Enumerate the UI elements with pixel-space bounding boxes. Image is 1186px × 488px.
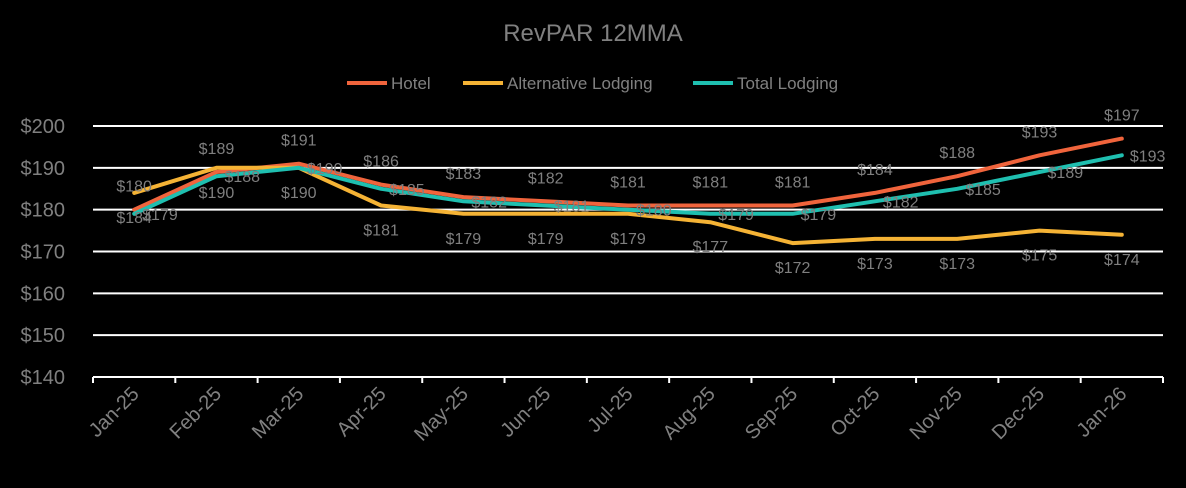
y-tick-label: $160 bbox=[21, 283, 66, 305]
data-label: $188 bbox=[224, 169, 260, 186]
legend-label: Alternative Lodging bbox=[507, 74, 653, 93]
x-tick-label: Aug-25 bbox=[659, 383, 720, 444]
data-label: $181 bbox=[693, 174, 729, 191]
data-labels: $180 $189 $191 $186 $183 $182 $181 $181 $181 $184… bbox=[116, 108, 1165, 278]
data-label: $184 bbox=[857, 162, 893, 179]
data-label: $179 bbox=[528, 231, 564, 248]
x-tick-label: Feb-25 bbox=[166, 383, 226, 443]
x-tick-label: Apr-25 bbox=[333, 383, 391, 441]
data-label: $181 bbox=[610, 174, 646, 191]
data-label: $183 bbox=[446, 166, 482, 183]
data-label: $181 bbox=[554, 198, 590, 215]
series-line bbox=[132, 153, 1124, 216]
data-label: $186 bbox=[363, 154, 399, 171]
data-label: $182 bbox=[528, 170, 564, 187]
y-tick-label: $140 bbox=[21, 367, 66, 389]
data-label: $177 bbox=[693, 239, 729, 256]
data-label: $188 bbox=[939, 145, 975, 162]
x-tick-label: Dec-25 bbox=[988, 383, 1049, 444]
x-tick-label: Jul-25 bbox=[583, 383, 637, 437]
series-group bbox=[132, 136, 1124, 246]
x-tick-label: Nov-25 bbox=[906, 383, 967, 444]
legend: Hotel Alternative Lodging Total Lodging bbox=[347, 74, 838, 93]
data-label: $190 bbox=[281, 185, 317, 202]
data-label: $182 bbox=[883, 194, 919, 211]
legend-label: Hotel bbox=[391, 74, 431, 93]
data-label: $173 bbox=[939, 256, 975, 273]
y-tick-label: $150 bbox=[21, 325, 66, 347]
legend-label: Total Lodging bbox=[737, 74, 838, 93]
x-tick-label: Sep-25 bbox=[741, 383, 802, 444]
data-label: $175 bbox=[1022, 248, 1058, 265]
data-label: $179 bbox=[610, 231, 646, 248]
y-tick-label: $190 bbox=[21, 158, 66, 180]
data-label: $184 bbox=[116, 210, 152, 227]
data-label: $185 bbox=[965, 182, 1001, 199]
data-label: $189 bbox=[1048, 165, 1084, 182]
data-label: $189 bbox=[199, 141, 235, 158]
x-tick-label: Jan-25 bbox=[85, 383, 144, 442]
data-label: $180 bbox=[636, 203, 672, 220]
data-label: $179 bbox=[446, 231, 482, 248]
data-label: $185 bbox=[389, 182, 425, 199]
x-tick-label: Jun-25 bbox=[496, 383, 555, 442]
data-label: $190 bbox=[199, 185, 235, 202]
y-tick-label: $180 bbox=[21, 200, 66, 222]
data-label: $179 bbox=[801, 207, 837, 224]
y-tick-label: $170 bbox=[21, 242, 66, 264]
x-tick-label: May-25 bbox=[410, 383, 473, 446]
data-label: $181 bbox=[363, 222, 399, 239]
x-tick-label: Mar-25 bbox=[248, 383, 308, 443]
axes: Jan-25 Feb-25 Mar-25 Apr-25 May-25 Jun-25 Jul-… bbox=[85, 376, 1164, 446]
data-label: $172 bbox=[775, 260, 811, 277]
data-label: $190 bbox=[307, 161, 343, 178]
y-tick-label: $200 bbox=[21, 116, 66, 138]
data-label: $173 bbox=[857, 256, 893, 273]
data-label: $191 bbox=[281, 133, 317, 150]
x-tick-label: Jan-26 bbox=[1073, 383, 1132, 442]
data-label: $193 bbox=[1022, 124, 1058, 141]
series-line bbox=[132, 136, 1124, 212]
data-label: $182 bbox=[471, 194, 507, 211]
data-label: $181 bbox=[775, 174, 811, 191]
data-label: $179 bbox=[142, 207, 178, 224]
data-label: $193 bbox=[1130, 148, 1166, 165]
grid: $140 $150 $160 $170 $180 $190 $200 bbox=[21, 116, 1163, 389]
chart-title: RevPAR 12MMA bbox=[503, 20, 683, 47]
data-label: $179 bbox=[718, 207, 754, 224]
data-label: $180 bbox=[116, 179, 152, 196]
data-label: $174 bbox=[1104, 252, 1140, 269]
x-tick-label: Oct-25 bbox=[826, 383, 884, 441]
data-label: $197 bbox=[1104, 108, 1140, 125]
